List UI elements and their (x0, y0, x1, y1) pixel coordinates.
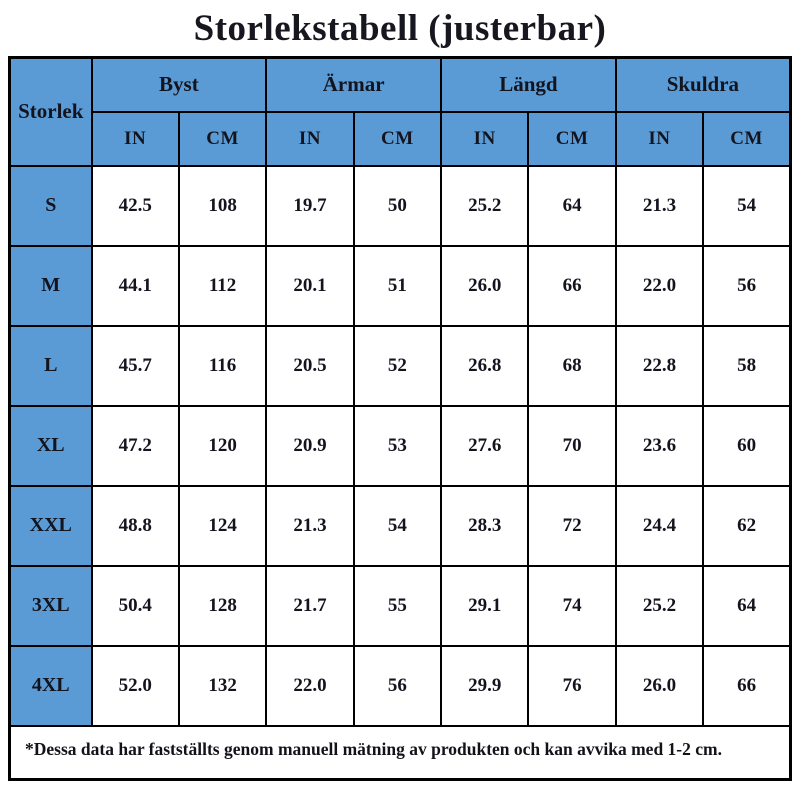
table-footnote-row: *Dessa data har fastställts genom manuel… (8, 724, 792, 781)
cell-armar-in: 20.1 (265, 244, 355, 327)
cell-skuldra-in: 21.3 (614, 164, 705, 247)
group-header-byst: Byst (90, 56, 268, 113)
cell-armar-cm: 53 (352, 404, 443, 487)
size-label: 3XL (8, 564, 93, 647)
cell-skuldra-cm: 60 (702, 404, 792, 487)
cell-byst-cm: 128 (177, 564, 268, 647)
group-header-armar: Ärmar (265, 56, 442, 113)
cell-langd-in: 25.2 (439, 164, 530, 247)
size-label: L (8, 324, 93, 407)
size-label: XL (8, 404, 93, 487)
cell-skuldra-cm: 58 (702, 324, 792, 407)
unit-header-langd-in: IN (439, 110, 530, 167)
cell-armar-in: 20.5 (265, 324, 355, 407)
cell-skuldra-cm: 54 (702, 164, 792, 247)
cell-skuldra-cm: 62 (702, 484, 792, 567)
table-row-xl: XL 47.2 120 20.9 53 27.6 70 23.6 60 (8, 404, 792, 487)
table-row-l: L 45.7 116 20.5 52 26.8 68 22.8 58 (8, 324, 792, 407)
cell-langd-cm: 72 (527, 484, 617, 567)
cell-skuldra-in: 25.2 (614, 564, 705, 647)
cell-armar-in: 20.9 (265, 404, 355, 487)
corner-header-storlek: Storlek (8, 56, 93, 167)
cell-skuldra-in: 22.0 (614, 244, 705, 327)
cell-byst-in: 48.8 (90, 484, 180, 567)
page-title: Storlekstabell (justerbar) (193, 7, 607, 49)
cell-armar-cm: 51 (352, 244, 443, 327)
unit-header-armar-cm: CM (352, 110, 443, 167)
cell-langd-in: 29.9 (439, 644, 530, 727)
unit-header-skuldra-cm: CM (702, 110, 792, 167)
cell-armar-cm: 50 (352, 164, 443, 247)
cell-byst-in: 52.0 (90, 644, 180, 727)
cell-skuldra-cm: 66 (702, 644, 792, 727)
cell-langd-in: 27.6 (439, 404, 530, 487)
size-label: 4XL (8, 644, 93, 727)
cell-langd-in: 28.3 (439, 484, 530, 567)
cell-byst-cm: 120 (177, 404, 268, 487)
cell-langd-cm: 74 (527, 564, 617, 647)
cell-byst-cm: 124 (177, 484, 268, 567)
cell-skuldra-in: 26.0 (614, 644, 705, 727)
cell-skuldra-in: 23.6 (614, 404, 705, 487)
cell-skuldra-in: 24.4 (614, 484, 705, 567)
cell-byst-in: 45.7 (90, 324, 180, 407)
cell-armar-in: 21.7 (265, 564, 355, 647)
size-chart-table: Storlek Byst Ärmar Längd Skuldra IN CM I… (8, 56, 792, 781)
table-row-3xl: 3XL 50.4 128 21.7 55 29.1 74 25.2 64 (8, 564, 792, 647)
cell-langd-cm: 68 (527, 324, 617, 407)
cell-armar-cm: 54 (352, 484, 443, 567)
table-header-group-row: Storlek Byst Ärmar Längd Skuldra (8, 56, 792, 167)
unit-header-langd-cm: CM (527, 110, 617, 167)
cell-skuldra-in: 22.8 (614, 324, 705, 407)
table-row-s: S 42.5 108 19.7 50 25.2 64 21.3 54 (8, 164, 792, 247)
cell-langd-in: 26.0 (439, 244, 530, 327)
cell-byst-cm: 132 (177, 644, 268, 727)
cell-byst-cm: 108 (177, 164, 268, 247)
cell-armar-in: 21.3 (265, 484, 355, 567)
unit-header-skuldra-in: IN (614, 110, 705, 167)
table-row-4xl: 4XL 52.0 132 22.0 56 29.9 76 26.0 66 (8, 644, 792, 727)
cell-byst-cm: 116 (177, 324, 268, 407)
table-row-xxl: XXL 48.8 124 21.3 54 28.3 72 24.4 62 (8, 484, 792, 567)
cell-byst-cm: 112 (177, 244, 268, 327)
cell-armar-cm: 56 (352, 644, 443, 727)
cell-skuldra-cm: 64 (702, 564, 792, 647)
cell-byst-in: 44.1 (90, 244, 180, 327)
size-label: M (8, 244, 93, 327)
cell-armar-cm: 55 (352, 564, 443, 647)
cell-langd-cm: 76 (527, 644, 617, 727)
cell-langd-in: 29.1 (439, 564, 530, 647)
cell-skuldra-cm: 56 (702, 244, 792, 327)
group-header-langd: Längd (440, 56, 617, 113)
cell-langd-cm: 64 (527, 164, 617, 247)
cell-langd-in: 26.8 (439, 324, 530, 407)
unit-header-armar-in: IN (265, 110, 355, 167)
cell-armar-in: 22.0 (265, 644, 355, 727)
footnote-text: *Dessa data har fastställts genom manuel… (8, 724, 792, 781)
size-label: XXL (8, 484, 93, 567)
cell-byst-in: 47.2 (90, 404, 180, 487)
table-header-unit-row: IN CM IN CM IN CM IN CM (10, 110, 792, 167)
cell-byst-in: 42.5 (90, 164, 180, 247)
cell-langd-cm: 66 (527, 244, 617, 327)
unit-header-byst-in: IN (90, 110, 180, 167)
size-label: S (8, 164, 93, 247)
group-header-skuldra: Skuldra (614, 56, 792, 113)
cell-armar-cm: 52 (352, 324, 443, 407)
cell-armar-in: 19.7 (265, 164, 355, 247)
table-row-m: M 44.1 112 20.1 51 26.0 66 22.0 56 (8, 244, 792, 327)
cell-langd-cm: 70 (527, 404, 617, 487)
cell-byst-in: 50.4 (90, 564, 180, 647)
unit-header-byst-cm: CM (177, 110, 268, 167)
